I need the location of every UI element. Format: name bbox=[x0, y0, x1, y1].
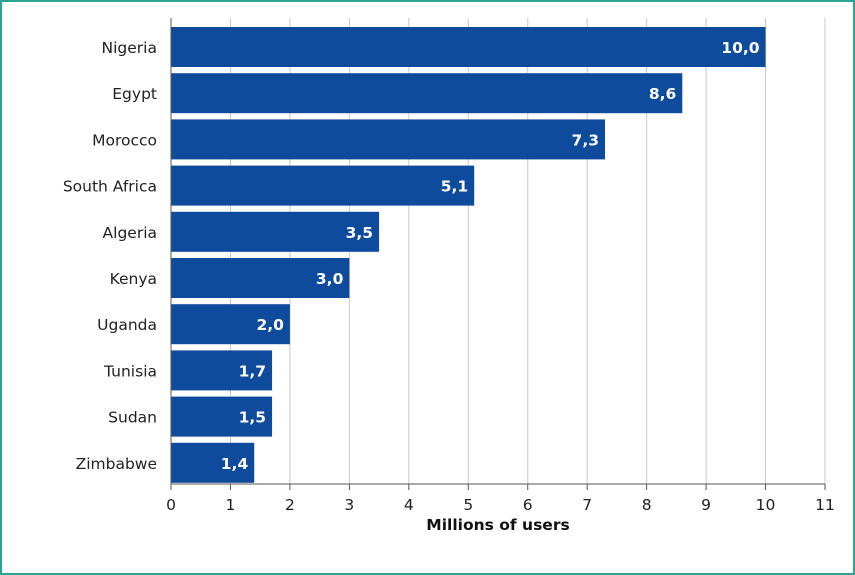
value-label: 10,0 bbox=[721, 39, 759, 57]
category-labels: Nigeria Egypt Morocco South Africa Algeria Ke… bbox=[63, 39, 157, 473]
x-tick-label: 6 bbox=[523, 496, 533, 514]
bar-zimbabwe bbox=[171, 442, 255, 483]
category-label: Tunisia bbox=[103, 362, 157, 380]
value-label: 1,7 bbox=[239, 362, 266, 380]
bar-tunisia bbox=[171, 350, 273, 391]
x-tick-label: 5 bbox=[463, 496, 473, 514]
x-axis: 0 1 2 3 4 5 6 7 8 9 10 11 bbox=[166, 18, 835, 514]
value-label: 8,6 bbox=[649, 85, 676, 103]
category-label: Egypt bbox=[112, 85, 157, 103]
x-tick-label: 10 bbox=[756, 496, 776, 514]
x-tick-label: 9 bbox=[701, 496, 711, 514]
category-label: Sudan bbox=[108, 409, 157, 427]
value-label: 7,3 bbox=[572, 131, 599, 149]
value-label: 3,0 bbox=[316, 270, 344, 288]
x-tick-label: 3 bbox=[344, 496, 354, 514]
x-tick-label: 0 bbox=[166, 496, 176, 514]
category-label: Zimbabwe bbox=[76, 455, 157, 473]
x-tick-label: 7 bbox=[582, 496, 592, 514]
value-label: 2,0 bbox=[256, 316, 284, 334]
x-tick-label: 8 bbox=[642, 496, 652, 514]
x-tick-label: 4 bbox=[404, 496, 414, 514]
bar-sudan bbox=[171, 396, 273, 437]
category-label: Morocco bbox=[92, 131, 157, 149]
value-label: 1,4 bbox=[221, 455, 249, 473]
x-axis-title: Millions of users bbox=[426, 516, 569, 534]
value-label: 5,1 bbox=[441, 178, 468, 196]
category-label: Nigeria bbox=[102, 39, 157, 57]
value-label: 3,5 bbox=[346, 224, 373, 242]
bar-south-africa bbox=[171, 165, 475, 206]
bar-egypt bbox=[171, 73, 683, 114]
bar-nigeria bbox=[171, 27, 766, 67]
x-tick-label: 2 bbox=[285, 496, 295, 514]
x-tick-label: 1 bbox=[226, 496, 236, 514]
bar-uganda bbox=[171, 304, 290, 345]
category-label: Kenya bbox=[110, 270, 157, 288]
x-tick-label: 11 bbox=[815, 496, 835, 514]
bar-kenya bbox=[171, 258, 350, 298]
category-label: South Africa bbox=[63, 178, 157, 196]
bars: 10,0 8,6 7,3 5,1 3,5 3,0 2,0 1,7 1,5 1,4 bbox=[171, 27, 766, 483]
category-label: Uganda bbox=[97, 316, 157, 334]
category-label: Algeria bbox=[103, 224, 157, 242]
bar-algeria bbox=[171, 211, 380, 252]
bar-morocco bbox=[171, 119, 606, 160]
value-label: 1,5 bbox=[239, 409, 266, 427]
